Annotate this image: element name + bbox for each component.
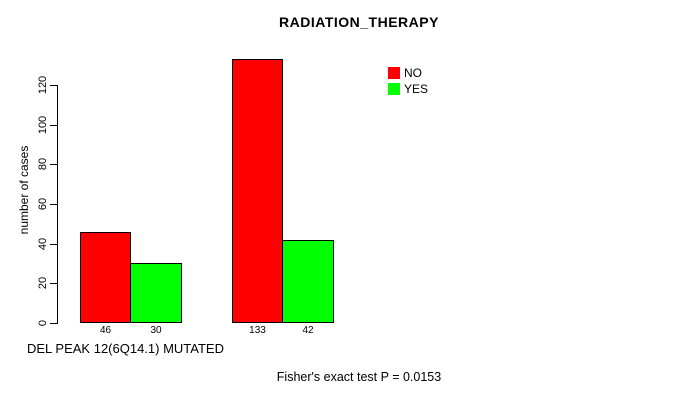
- bar-no-group2: [232, 59, 283, 323]
- y-tick: [50, 283, 58, 284]
- y-tick-label: 120: [37, 75, 49, 95]
- y-tick-label: 40: [37, 237, 49, 251]
- bar-value-label: 133: [249, 325, 266, 336]
- y-tick: [50, 125, 58, 126]
- y-axis-title: number of cases: [17, 145, 31, 235]
- legend-swatch-yes: [388, 83, 400, 95]
- y-tick: [50, 85, 58, 86]
- y-tick-label: 0: [37, 319, 49, 327]
- x-axis-caption: DEL PEAK 12(6Q14.1) MUTATED: [27, 341, 224, 356]
- y-tick-label: 100: [37, 115, 49, 135]
- y-tick-label: 20: [37, 276, 49, 290]
- legend-item-no: NO: [388, 65, 428, 81]
- legend-item-yes: YES: [388, 81, 428, 97]
- y-tick-label: 60: [37, 197, 49, 211]
- legend-swatch-no: [388, 67, 400, 79]
- chart-title: RADIATION_THERAPY: [279, 14, 439, 30]
- y-tick: [50, 244, 58, 245]
- legend: NO YES: [388, 65, 428, 97]
- y-tick: [50, 323, 58, 324]
- y-tick: [50, 204, 58, 205]
- bar-value-label: 42: [302, 325, 314, 336]
- bar-yes-group2: [282, 240, 334, 323]
- y-tick: [50, 164, 58, 165]
- bar-yes-group1: [130, 263, 182, 323]
- bar-value-label: 30: [150, 325, 162, 336]
- footnote-pvalue: Fisher's exact test P = 0.0153: [276, 370, 442, 384]
- bar-value-label: 46: [99, 325, 112, 336]
- legend-label-yes: YES: [404, 82, 429, 96]
- y-tick-label: 80: [37, 157, 49, 171]
- legend-label-no: NO: [404, 66, 422, 80]
- bar-no-group1: [80, 232, 131, 323]
